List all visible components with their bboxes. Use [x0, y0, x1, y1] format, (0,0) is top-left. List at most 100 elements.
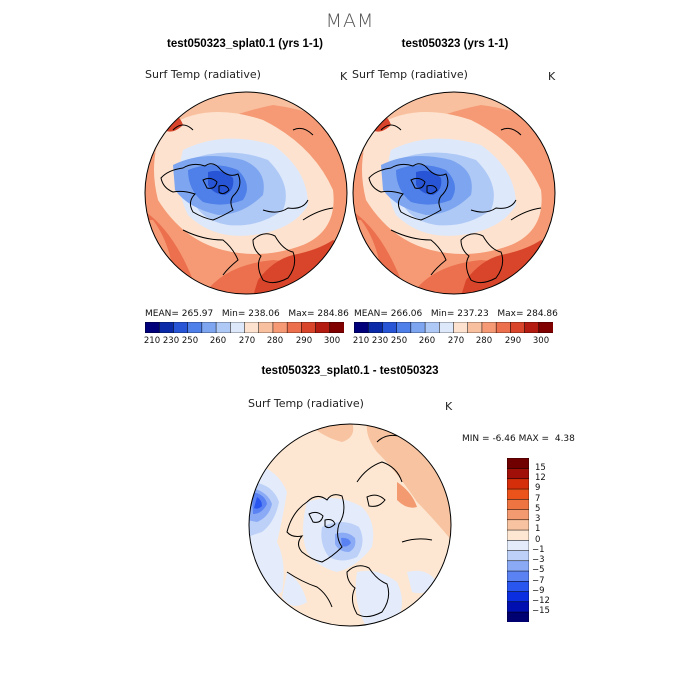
panel-2-colorbar	[354, 322, 553, 333]
colorbar-tick: 12	[535, 473, 546, 483]
colorbar-tick: 290	[295, 336, 313, 346]
colorbar-tick: −7	[532, 576, 545, 586]
colorbar-swatch	[329, 322, 344, 333]
colorbar-tick: 280	[475, 336, 493, 346]
colorbar-swatch	[507, 560, 529, 572]
panel-1-variable-label: Surf Temp (radiative)	[145, 68, 261, 81]
colorbar-swatch	[286, 322, 302, 333]
colorbar-swatch	[382, 322, 398, 333]
panel-1-colorbar	[145, 322, 344, 333]
panel-1-stats: MEAN= 265.97 Min= 238.06 Max= 284.86	[145, 309, 349, 319]
colorbar-swatch	[244, 322, 260, 333]
colorbar-swatch	[524, 322, 540, 333]
colorbar-swatch	[507, 529, 529, 541]
panel-1-title: test050323_splat0.1 (yrs 1-1)	[167, 38, 323, 50]
colorbar-tick: 260	[418, 336, 436, 346]
colorbar-swatch	[538, 322, 553, 333]
colorbar-swatch	[439, 322, 455, 333]
colorbar-tick: 260	[209, 336, 227, 346]
colorbar-swatch	[410, 322, 426, 333]
colorbar-swatch	[258, 322, 274, 333]
max-value: 284.86	[526, 309, 558, 319]
mean-label: MEAN=	[354, 309, 388, 319]
mean-value: 265.97	[181, 309, 214, 319]
panel-2-polar-map	[352, 91, 556, 295]
colorbar-swatch	[158, 322, 174, 333]
colorbar-tick: −3	[532, 555, 545, 565]
panel-1-colorbar-ticks: 210 230 250 260 270 280 290 300	[144, 336, 344, 348]
colorbar-swatch	[507, 519, 529, 531]
colorbar-tick: 3	[535, 514, 541, 524]
panel-2-colorbar-ticks: 210 230 250 260 270 280 290 300	[353, 336, 553, 348]
colorbar-tick: −15	[532, 606, 550, 616]
page-title: MAM	[325, 10, 375, 32]
colorbar-swatch	[173, 322, 189, 333]
colorbar-swatch	[230, 322, 246, 333]
colorbar-swatch	[467, 322, 483, 333]
colorbar-tick: 9	[535, 483, 541, 493]
colorbar-swatch	[424, 322, 440, 333]
max-label: Max=	[288, 309, 315, 319]
colorbar-swatch	[510, 322, 526, 333]
colorbar-swatch	[507, 458, 529, 469]
colorbar-swatch	[272, 322, 288, 333]
panel-1-unit-label: K	[340, 70, 348, 83]
colorbar-tick: 250	[181, 336, 199, 346]
colorbar-swatch	[495, 322, 511, 333]
colorbar-swatch	[145, 322, 160, 333]
panel-2-variable-label: Surf Temp (radiative)	[352, 68, 468, 81]
panel-3-colorbar-ticks: 15 12 9 7 5 3 1 0 −1 −3 −5 −7 −9 −12 −15	[532, 458, 575, 628]
min-value: 237.23	[457, 309, 489, 319]
panel-3-colorbar	[507, 458, 529, 622]
colorbar-tick: 270	[447, 336, 465, 346]
panel-2-stats: MEAN= 266.06 Min= 237.23 Max= 284.86	[354, 309, 558, 319]
mean-value: 266.06	[390, 309, 423, 319]
colorbar-swatch	[507, 488, 529, 500]
colorbar-swatch	[507, 468, 529, 480]
panel-3-variable-label: Surf Temp (radiative)	[248, 397, 364, 410]
max-label: MAX =	[518, 434, 550, 444]
panel-3-polar-map	[248, 423, 452, 627]
colorbar-swatch	[507, 550, 529, 562]
colorbar-swatch	[507, 509, 529, 521]
colorbar-swatch	[367, 322, 383, 333]
min-label: Min=	[430, 309, 455, 319]
panel-1-polar-map	[144, 91, 348, 295]
colorbar-swatch	[507, 498, 529, 510]
max-value: 4.38	[554, 434, 575, 444]
colorbar-tick: 210	[143, 336, 161, 346]
colorbar-tick: 5	[535, 504, 541, 514]
colorbar-swatch	[481, 322, 497, 333]
colorbar-tick: 250	[390, 336, 408, 346]
colorbar-tick: 230	[371, 336, 389, 346]
colorbar-tick: 300	[532, 336, 550, 346]
colorbar-tick: 7	[535, 494, 541, 504]
colorbar-swatch	[507, 601, 529, 613]
min-value: -6.46	[492, 434, 516, 444]
colorbar-tick: 210	[352, 336, 370, 346]
panel-3-stats: MIN = -6.46 MAX = 4.38	[462, 434, 575, 444]
max-value: 284.86	[317, 309, 349, 319]
min-label: MIN =	[462, 434, 490, 444]
colorbar-tick: −1	[532, 545, 545, 555]
colorbar-swatch	[507, 570, 529, 582]
mean-label: MEAN=	[145, 309, 179, 319]
colorbar-swatch	[453, 322, 469, 333]
min-label: Min=	[221, 309, 246, 319]
colorbar-swatch	[507, 611, 529, 622]
colorbar-tick: 300	[323, 336, 341, 346]
colorbar-swatch	[507, 580, 529, 592]
colorbar-swatch	[215, 322, 231, 333]
colorbar-tick: −12	[532, 596, 550, 606]
panel-3-title: test050323_splat0.1 - test050323	[261, 365, 439, 377]
panel-3-unit-label: K	[445, 400, 453, 413]
colorbar-tick: 0	[535, 535, 541, 545]
colorbar-swatch	[507, 478, 529, 490]
colorbar-tick: 280	[266, 336, 284, 346]
panel-2-unit-label: K	[548, 70, 556, 83]
colorbar-tick: 290	[504, 336, 522, 346]
colorbar-swatch	[315, 322, 331, 333]
colorbar-tick: 1	[535, 524, 541, 534]
max-label: Max=	[497, 309, 524, 319]
colorbar-tick: 230	[162, 336, 180, 346]
